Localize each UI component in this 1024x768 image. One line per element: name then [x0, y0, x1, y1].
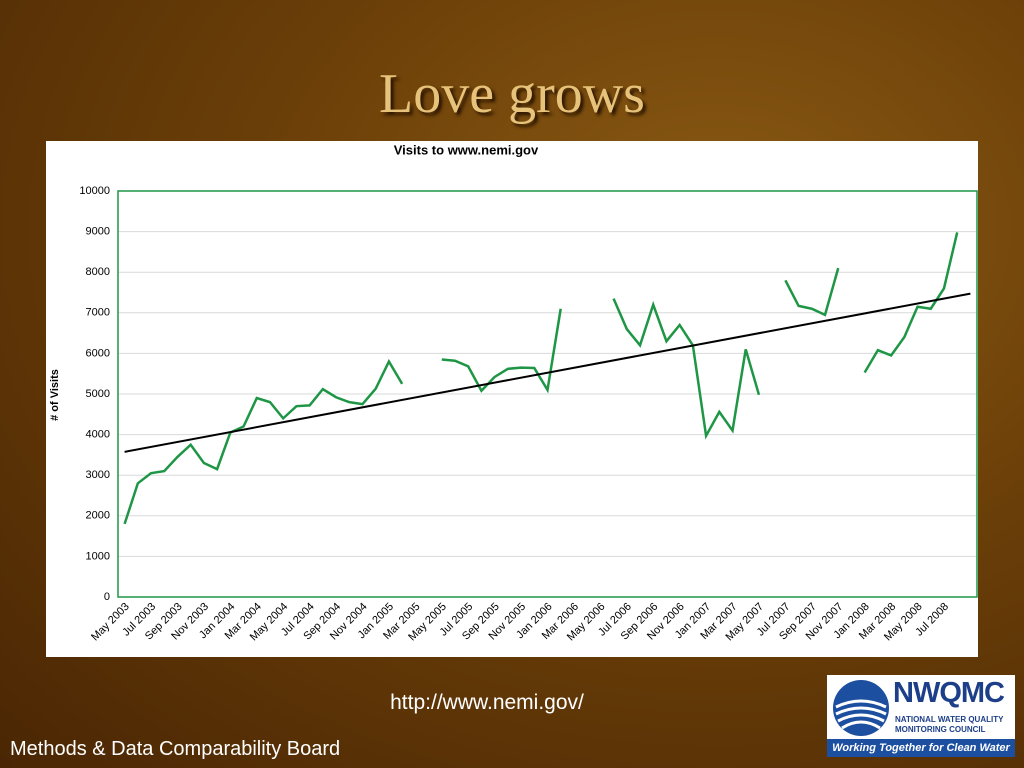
- y-tick-label: 5000: [86, 388, 110, 400]
- y-tick-label: 0: [104, 591, 110, 603]
- chart-background: [46, 141, 978, 657]
- logo-line: MONITORING COUNCIL: [895, 725, 986, 734]
- url[interactable]: http://www.nemi.gov/: [390, 691, 584, 714]
- y-axis-label: # of Visits: [49, 369, 61, 421]
- logo-line: NATIONAL WATER QUALITY: [895, 715, 1004, 724]
- y-tick-label: 6000: [86, 347, 110, 359]
- y-tick-label: 7000: [86, 307, 110, 319]
- slide-title: Love grows: [379, 63, 645, 125]
- y-tick-label: 10000: [79, 185, 110, 197]
- trend-line: [124, 292, 971, 453]
- footer: Methods & Data Comparability Board: [10, 738, 341, 760]
- y-tick-label: 9000: [86, 226, 110, 238]
- y-tick-label: 8000: [86, 266, 110, 278]
- plot-border: [117, 190, 978, 598]
- chart: Visits to www.nemi.gov # of Visits 0 1000…: [46, 141, 978, 657]
- y-tick-label: 2000: [86, 510, 110, 522]
- chart-title: Visits to www.nemi.gov: [394, 142, 539, 157]
- y-tick-label: 1000: [86, 550, 110, 562]
- logo-tagline: Working Together for Clean Water: [827, 739, 1015, 757]
- logo-icon: [833, 680, 889, 736]
- y-tick-label: 4000: [86, 429, 110, 441]
- logo-name: NWQMC: [893, 677, 1005, 709]
- line-series: [123, 232, 959, 525]
- y-tick-label: 3000: [86, 469, 110, 481]
- logo: NWQMC NATIONAL WATER QUALITY MONITORING …: [827, 675, 1015, 757]
